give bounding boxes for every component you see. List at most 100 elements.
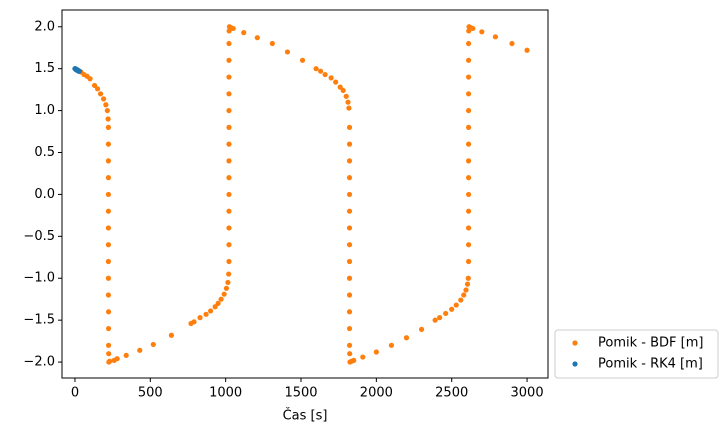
point [465, 107, 472, 114]
point [100, 96, 107, 102]
point [105, 242, 112, 248]
point [509, 40, 515, 47]
point [403, 335, 410, 341]
x-tick-label: 0 [71, 386, 79, 401]
point [346, 105, 352, 111]
point [114, 356, 120, 362]
point [226, 124, 232, 130]
point [226, 258, 232, 265]
point [212, 304, 218, 310]
point [105, 325, 112, 332]
point [105, 175, 112, 181]
point [105, 116, 111, 122]
legend-label: Pomik - BDF [m] [598, 336, 703, 351]
point [107, 358, 113, 364]
point [328, 75, 334, 81]
point [351, 357, 357, 363]
point [317, 68, 324, 74]
point [168, 332, 175, 338]
point [346, 158, 353, 164]
point [458, 297, 464, 303]
point [105, 191, 112, 198]
point [346, 342, 353, 348]
point [347, 351, 353, 357]
point [106, 351, 112, 357]
point [465, 124, 472, 130]
point [221, 291, 227, 297]
point [346, 191, 353, 198]
point [241, 30, 247, 36]
point [87, 76, 93, 82]
x-tick-label: 2000 [360, 386, 393, 401]
y-tick-label: 2.0 [34, 19, 55, 34]
x-tick-label: 500 [138, 386, 163, 401]
point [346, 124, 353, 130]
x-tick-label: 1000 [209, 386, 242, 401]
point [465, 242, 472, 248]
point [103, 102, 109, 108]
point [346, 292, 353, 298]
y-tick-label: 0.0 [34, 187, 55, 202]
y-tick-label: −0.5 [23, 229, 55, 244]
point [218, 296, 224, 302]
point [346, 325, 353, 332]
point [479, 29, 485, 35]
point [524, 47, 530, 53]
point [226, 175, 232, 181]
point [226, 91, 232, 97]
point [465, 74, 472, 80]
point [105, 208, 112, 214]
point [284, 49, 291, 55]
legend-marker [572, 340, 578, 346]
y-tick-label: −1.0 [23, 271, 55, 286]
point [465, 275, 471, 281]
point [465, 141, 472, 147]
point [465, 158, 472, 164]
point [97, 91, 104, 97]
point [346, 309, 353, 315]
y-tick-label: −1.5 [23, 313, 55, 328]
point [104, 107, 110, 114]
point [418, 326, 425, 332]
point [123, 352, 129, 358]
point [346, 258, 353, 265]
point [313, 66, 319, 72]
point [463, 287, 469, 293]
x-tick-label: 3000 [511, 386, 544, 401]
point [461, 292, 467, 298]
point [191, 319, 197, 325]
point [226, 225, 232, 231]
point [105, 292, 112, 298]
point [299, 57, 306, 63]
point [226, 107, 232, 114]
point [373, 349, 379, 355]
point [223, 285, 230, 291]
point [226, 271, 232, 277]
point [465, 208, 472, 214]
point [465, 225, 472, 231]
point [226, 208, 232, 214]
point [465, 191, 472, 198]
point [470, 25, 476, 32]
point [492, 34, 499, 40]
point [333, 79, 339, 85]
point [226, 191, 232, 198]
point [360, 354, 366, 360]
y-tick-label: −2.0 [23, 355, 55, 370]
x-axis-label: Čas [s] [283, 408, 328, 424]
point [340, 87, 346, 94]
x-tick-label: 1500 [284, 386, 317, 401]
point [346, 242, 353, 248]
point [203, 311, 209, 317]
point [226, 242, 232, 248]
point [346, 208, 353, 214]
point [225, 279, 231, 286]
point [105, 124, 112, 130]
point [207, 308, 214, 314]
point [105, 158, 112, 164]
point [91, 82, 98, 89]
point [197, 315, 203, 321]
point [226, 40, 232, 47]
